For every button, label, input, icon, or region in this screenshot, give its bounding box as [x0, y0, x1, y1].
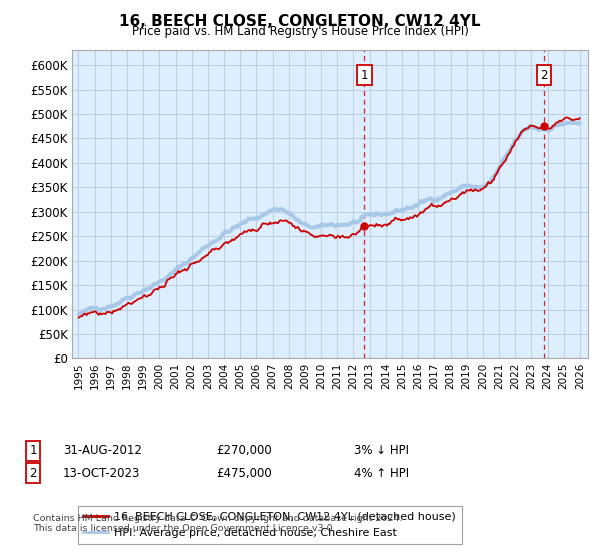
- Text: £270,000: £270,000: [216, 444, 272, 458]
- Text: 2: 2: [29, 466, 37, 480]
- Text: 1: 1: [29, 444, 37, 458]
- Text: 1: 1: [361, 68, 368, 82]
- Text: £475,000: £475,000: [216, 466, 272, 480]
- Text: 3% ↓ HPI: 3% ↓ HPI: [354, 444, 409, 458]
- Legend: 16, BEECH CLOSE, CONGLETON, CW12 4YL (detached house), HPI: Average price, detac: 16, BEECH CLOSE, CONGLETON, CW12 4YL (de…: [77, 506, 461, 544]
- Text: Price paid vs. HM Land Registry's House Price Index (HPI): Price paid vs. HM Land Registry's House …: [131, 25, 469, 38]
- Text: 13-OCT-2023: 13-OCT-2023: [63, 466, 140, 480]
- Text: Contains HM Land Registry data © Crown copyright and database right 2024.
This d: Contains HM Land Registry data © Crown c…: [33, 514, 403, 533]
- Text: 16, BEECH CLOSE, CONGLETON, CW12 4YL: 16, BEECH CLOSE, CONGLETON, CW12 4YL: [119, 14, 481, 29]
- Text: 31-AUG-2012: 31-AUG-2012: [63, 444, 142, 458]
- Text: 2: 2: [541, 68, 548, 82]
- Text: 4% ↑ HPI: 4% ↑ HPI: [354, 466, 409, 480]
